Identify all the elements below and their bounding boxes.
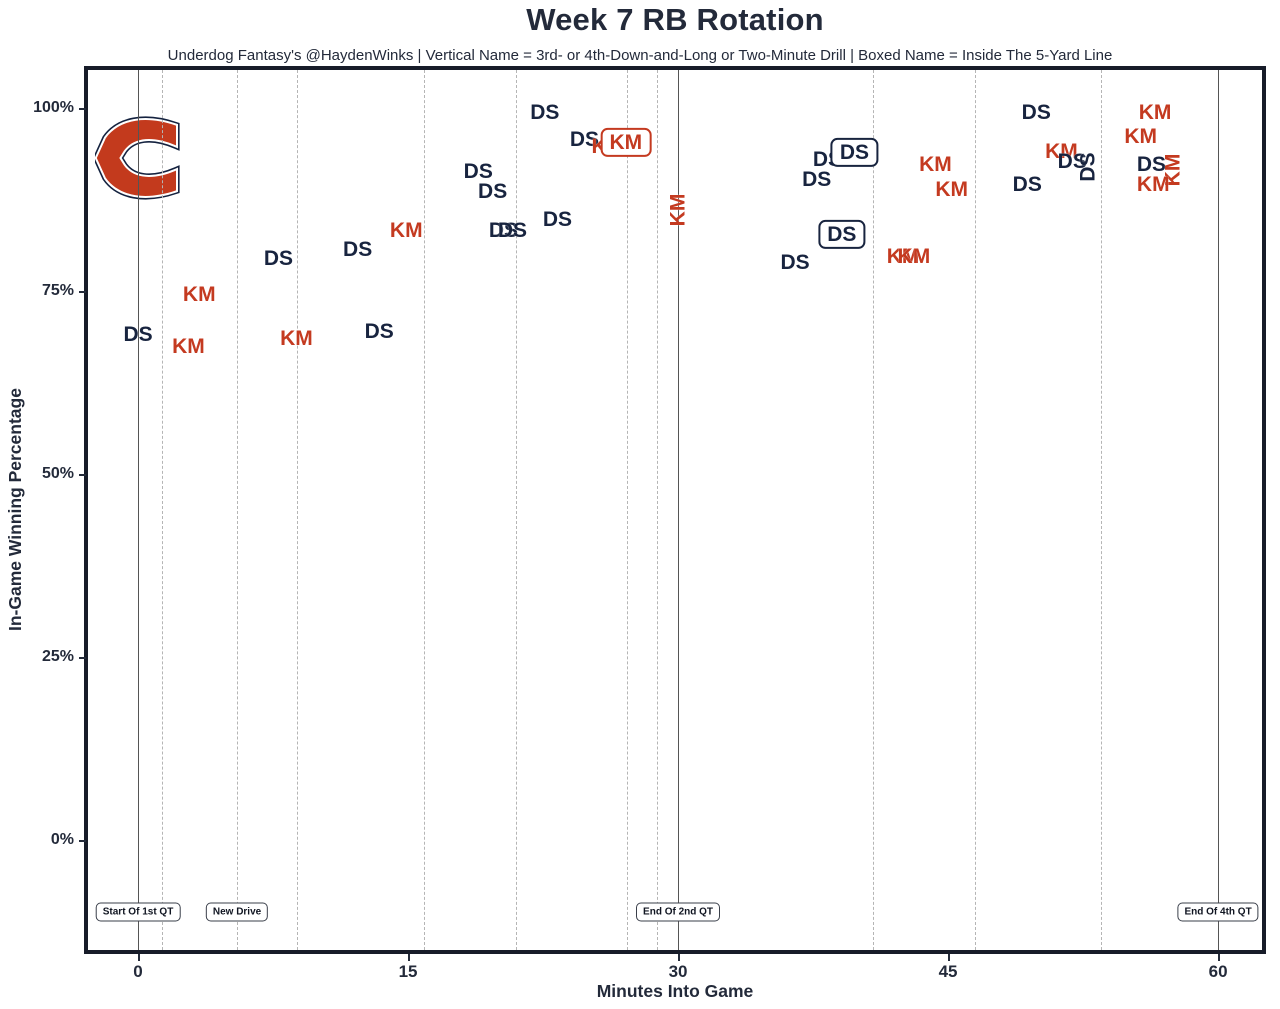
x-tick-mark [138,954,141,961]
y-tick-mark [79,657,86,660]
x-tick-label: 60 [1208,962,1228,981]
player-label-ds: DS [123,323,153,347]
x-axis-label: Minutes Into Game [596,981,754,1001]
player-label-ds: DS [818,219,866,249]
annotation-new-drive: New Drive [205,902,269,922]
player-label-ds: DS [780,251,810,275]
x-tick-label: 15 [398,962,418,981]
new-drive-gridline [656,70,658,950]
player-label-ds: DS [1057,150,1087,174]
player-label-km: KM [1045,140,1078,164]
player-label-ds: DS [830,137,879,167]
player-label-ds: DS [542,208,573,232]
player-label-km: KM [886,245,920,269]
annotation-end-of-2nd-qt: End Of 2nd QT [636,902,721,922]
y-tick-mark [79,108,86,111]
new-drive-gridline [516,70,518,950]
quarter-gridline [678,70,680,950]
quarter-gridline [1218,70,1220,950]
chart-title: Week 7 RB Rotation [526,2,824,37]
player-label-ds: DS [1136,153,1167,177]
x-tick-mark [948,954,951,961]
player-label-ds: DS [263,246,294,270]
x-tick-mark [408,954,411,961]
player-label-km: KM [600,128,652,158]
player-label-km: KM [919,153,952,177]
player-label-ds: DS [569,128,600,152]
y-tick-label: 25% [41,648,74,666]
player-label-km: KM [182,282,216,306]
player-label-ds: DS [530,101,560,125]
chicago-bears-c-logo [94,116,180,200]
player-label-km: KM [389,219,423,243]
player-label-ds: DS [497,219,528,243]
player-label-km: KM [1138,101,1172,125]
chart-subtitle: Underdog Fantasy's @HaydenWinks | Vertic… [167,47,1113,64]
plot-area: DSKMKMDSKMDSDSKMDSDSDSDSDSDSDSKMKMKMDSDS… [88,70,1262,950]
player-label-ds: DS [1012,173,1042,197]
x-tick-mark [678,954,681,961]
x-tick-label: 30 [668,962,688,981]
player-label-km: KM [897,245,931,269]
y-tick-mark [79,840,86,843]
player-label-km: KM [935,178,968,202]
y-tick-label: 50% [41,465,74,483]
x-tick-mark [1218,954,1221,961]
player-label-km: KM [1136,173,1170,197]
player-label-ds: DS [802,167,832,191]
x-tick-label: 0 [133,962,143,981]
player-label-ds: DS [488,219,519,243]
annotation-end-of-4th-qt: End Of 4th QT [1177,902,1259,922]
player-label-ds: DS [478,180,508,204]
player-label-km: KM [666,193,690,227]
new-drive-gridline [237,70,239,950]
quarter-gridline [138,70,140,950]
x-tick-label: 45 [938,962,958,981]
y-tick-label: 75% [41,282,74,300]
player-label-ds: DS [343,238,373,262]
y-axis-label: In-Game Winning Percentage [5,388,25,632]
player-label-km: KM [1124,125,1158,149]
new-drive-gridline [873,70,874,950]
player-label-ds: DS [1021,101,1051,125]
player-label-km: KM [280,327,313,351]
new-drive-gridline [296,70,298,950]
y-tick-mark [79,474,86,477]
new-drive-gridline [161,70,163,950]
player-label-ds: DS [463,159,493,183]
new-drive-gridline [627,70,629,950]
y-tick-label: 0% [50,831,74,849]
new-drive-gridline [1101,70,1103,950]
y-tick-mark [79,291,86,294]
new-drive-gridline [424,70,426,950]
new-drive-gridline [975,70,977,950]
y-tick-label: 100% [33,99,74,117]
player-label-ds: DS [1076,152,1100,182]
player-label-ds: DS [364,320,394,344]
player-label-km: KM [172,335,205,359]
annotation-start-of-1st-qt: Start Of 1st QT [95,902,181,922]
